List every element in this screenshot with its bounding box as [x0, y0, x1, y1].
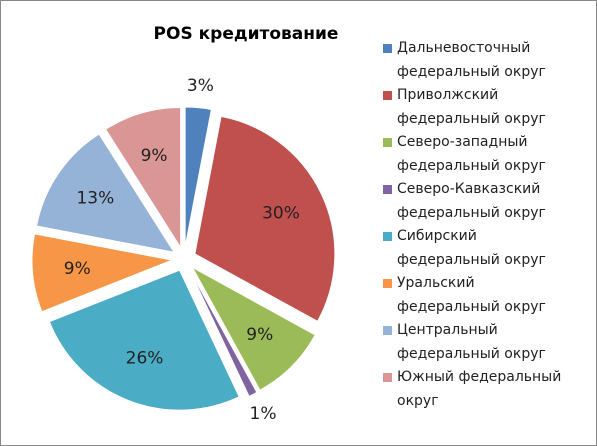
legend-item: Дальневосточный федеральный округ — [379, 37, 562, 84]
legend-item: Северо-Кавказский федеральный округ — [379, 178, 562, 225]
legend-label: Дальневосточный федеральный округ — [397, 40, 546, 80]
pie-slice — [194, 115, 336, 323]
legend-label: Центральный федеральный округ — [397, 322, 546, 362]
pie-slice — [184, 106, 212, 248]
data-label: 9% — [64, 259, 91, 279]
data-label: 30% — [262, 203, 300, 223]
legend-label: Северо-западный федеральный округ — [397, 134, 546, 174]
legend-item: Уральский федеральный округ — [379, 272, 562, 319]
legend-swatch — [383, 373, 392, 382]
legend-swatch — [383, 185, 392, 194]
pie-slice — [104, 106, 182, 250]
chart-title: POS кредитование — [154, 24, 339, 44]
legend: Дальневосточный федеральный округ Приволж… — [379, 37, 579, 413]
legend-swatch — [383, 44, 392, 53]
legend-label: Приволжский федеральный округ — [397, 87, 546, 127]
data-label: 9% — [246, 325, 273, 345]
legend-swatch — [383, 232, 392, 241]
legend-label: Сибирский федеральный округ — [397, 228, 546, 268]
legend-swatch — [383, 138, 392, 147]
data-label: 9% — [141, 146, 168, 166]
legend-label: Южный федеральный округ — [397, 369, 562, 409]
data-label: 13% — [76, 189, 114, 209]
legend-swatch — [383, 279, 392, 288]
legend-item: Центральный федеральный округ — [379, 319, 562, 366]
legend-label: Уральский федеральный округ — [397, 275, 546, 315]
pie-slice — [191, 266, 316, 391]
legend-item: Северо-западный федеральный округ — [379, 131, 562, 178]
legend-item: Южный федеральный округ — [379, 366, 562, 413]
data-label: 3% — [187, 76, 214, 96]
pie-slice — [188, 269, 258, 398]
data-label: 1% — [250, 404, 277, 424]
pie-slice — [48, 269, 240, 411]
legend-item: Приволжский федеральный округ — [379, 84, 562, 131]
legend-swatch — [383, 326, 392, 335]
data-label: 26% — [126, 349, 164, 369]
pie-slice — [31, 233, 174, 313]
legend-swatch — [383, 91, 392, 100]
legend-item: Сибирский федеральный округ — [379, 225, 562, 272]
pie-slice — [35, 133, 176, 253]
legend-label: Северо-Кавказский федеральный округ — [397, 181, 546, 221]
